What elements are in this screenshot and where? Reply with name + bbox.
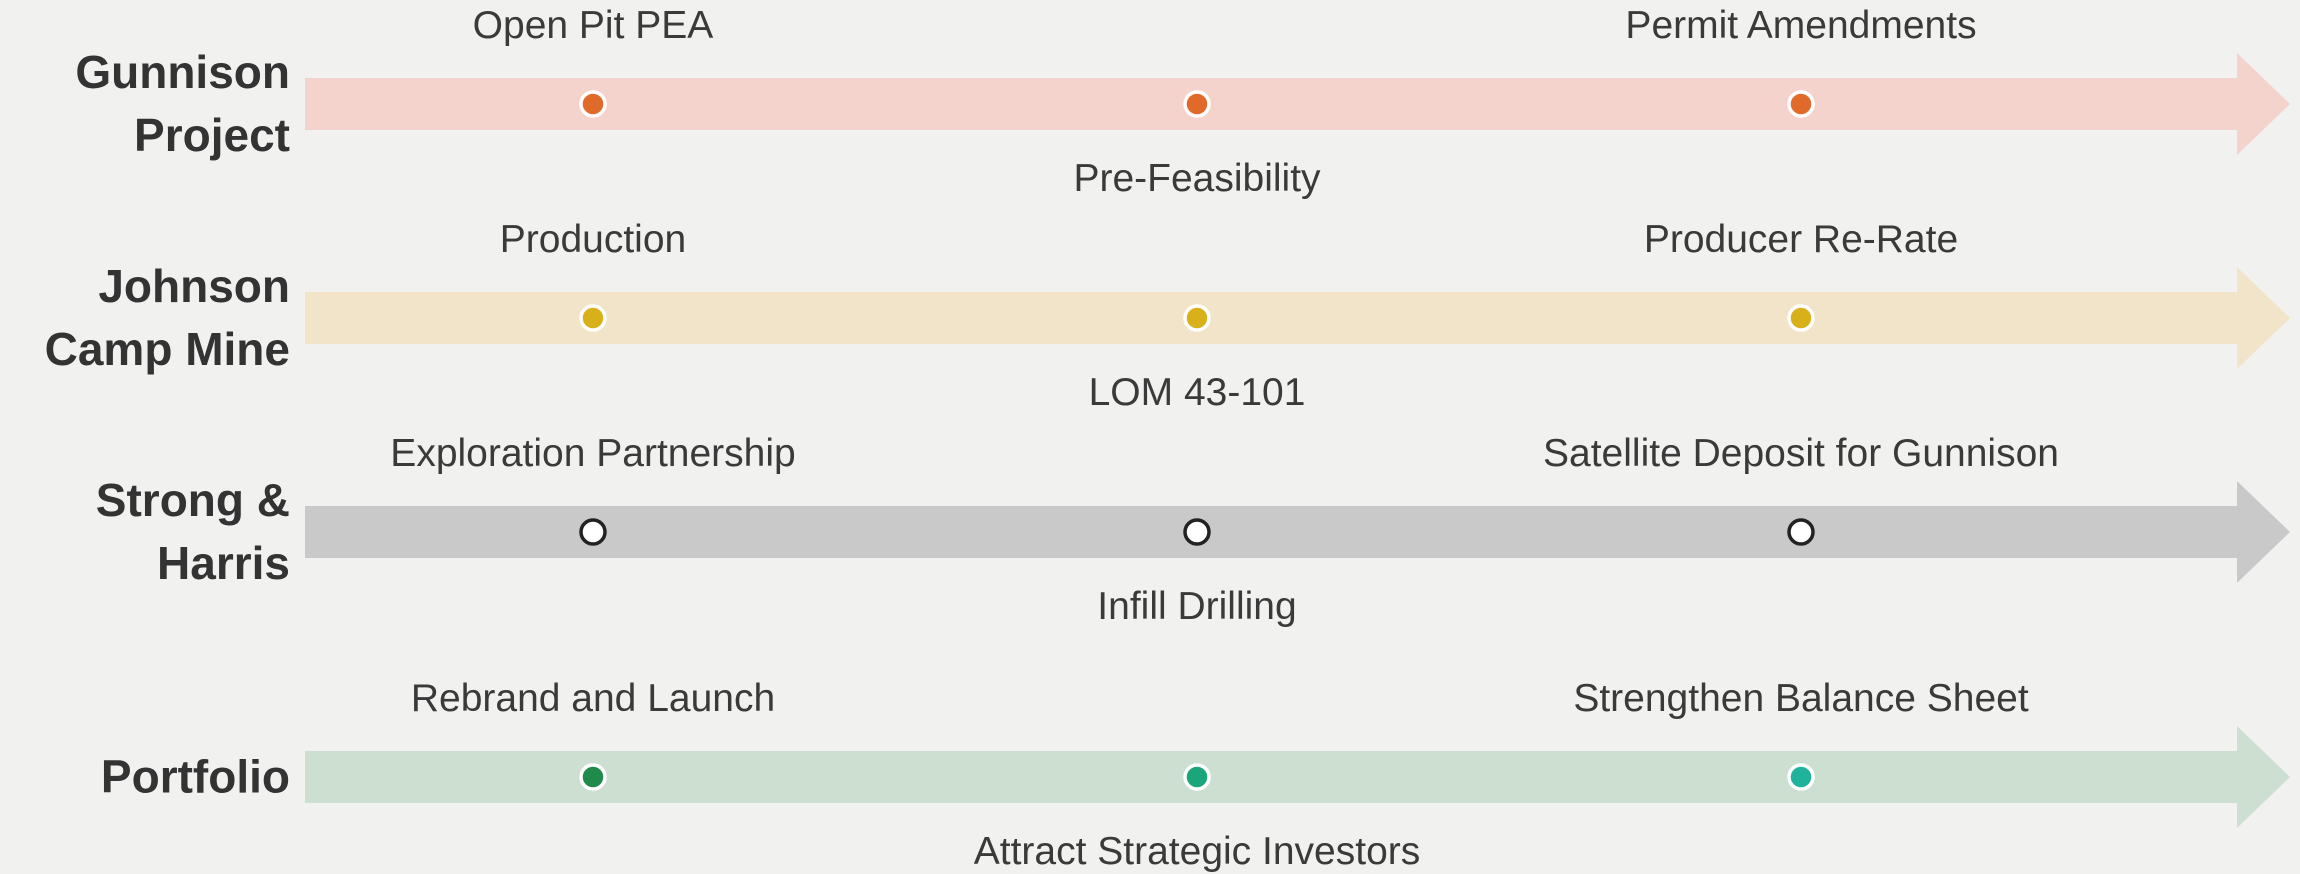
milestone-dot: [1787, 518, 1815, 546]
milestone-label: Open Pit PEA: [472, 4, 714, 47]
milestone-label: Producer Re-Rate: [1643, 218, 1959, 261]
row-label: Gunnison Project: [75, 46, 290, 161]
arrow-band: [305, 267, 2290, 369]
milestone-label: Pre-Feasibility: [1073, 157, 1321, 200]
arrow-band: [305, 53, 2290, 155]
milestone-label: Satellite Deposit for Gunnison: [1543, 432, 2059, 475]
row-label: Strong & Harris: [95, 474, 290, 589]
milestone-dot: [579, 90, 607, 118]
milestone-dot: [579, 518, 607, 546]
milestone-label: Permit Amendments: [1625, 4, 1977, 47]
milestone-dot: [1183, 518, 1211, 546]
milestone-label: Production: [499, 218, 687, 261]
milestone-label: LOM 43-101: [1088, 371, 1306, 414]
milestone-label: Attract Strategic Investors: [973, 830, 1421, 873]
milestone-dot: [1183, 763, 1211, 791]
milestone-label: Rebrand and Launch: [410, 677, 776, 720]
milestone-label: Exploration Partnership: [390, 432, 796, 475]
milestone-dot: [1183, 304, 1211, 332]
row-label: Johnson Camp Mine: [44, 260, 290, 375]
arrow-band: [305, 481, 2290, 583]
milestone-dot: [1183, 90, 1211, 118]
milestone-label: Strengthen Balance Sheet: [1573, 677, 2029, 720]
milestone-dot: [1787, 90, 1815, 118]
milestone-dot: [1787, 304, 1815, 332]
milestone-dot: [1787, 763, 1815, 791]
arrow-band: [305, 726, 2290, 828]
milestone-dot: [579, 304, 607, 332]
row-label: Portfolio: [100, 750, 290, 803]
milestone-label: Infill Drilling: [1097, 585, 1297, 628]
milestone-dot: [579, 763, 607, 791]
